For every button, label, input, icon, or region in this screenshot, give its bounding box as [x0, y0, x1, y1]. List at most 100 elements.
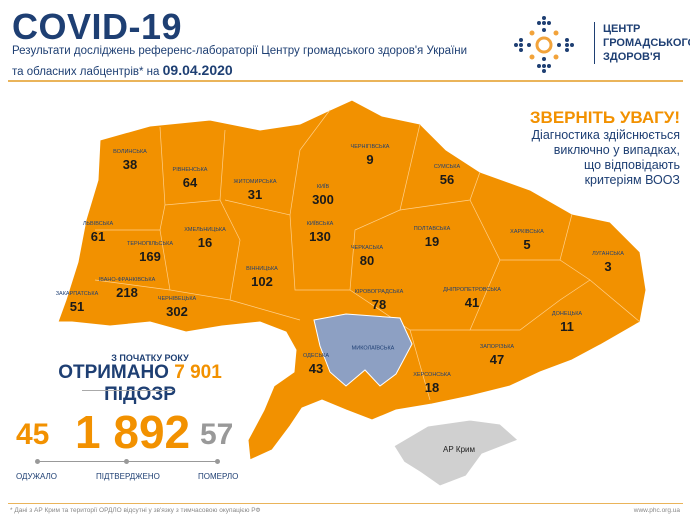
region-label: ХАРКІВСЬКА 5: [510, 228, 544, 252]
region-count: 61: [90, 228, 106, 244]
region-count: 302: [166, 303, 188, 319]
region-label: ЛЬВІВСЬКА 61: [83, 221, 113, 244]
region-name: ЛУГАНСЬКА: [592, 250, 624, 257]
website-link[interactable]: www.phc.org.ua: [633, 507, 680, 514]
notice-heading: ЗВЕРНІТЬ УВАГУ!: [529, 108, 680, 127]
report-date: 09.04.2020: [162, 62, 233, 78]
region-name: ПОЛТАВСЬКА: [413, 225, 451, 232]
received-suffix: ПІДОЗР: [104, 384, 176, 405]
region-name: ЗАПОРІЗЬКА: [479, 343, 515, 350]
region-name: АР Крим: [443, 445, 475, 454]
region-count: 31: [247, 186, 263, 202]
region-name: ЗАКАРПАТСЬКА: [55, 290, 99, 297]
region-name: ХАРКІВСЬКА: [510, 228, 544, 235]
logo-line: ЦЕНТР: [603, 23, 641, 35]
region-name: ІВАНО-ФРАНКІВСЬКА: [98, 276, 156, 283]
region-label: ЗАПОРІЗЬКА 47: [479, 343, 515, 365]
logo-icon: [514, 16, 574, 73]
divider: [82, 390, 174, 391]
region-name: ЖИТОМИРСЬКА: [233, 178, 277, 185]
subtitle: Результати досліджень референс-лаборатор…: [12, 45, 468, 57]
region-name: ВІННИЦЬКА: [246, 265, 278, 272]
region-label: ХМЕЛЬНИЦЬКА 16: [184, 226, 226, 250]
notice-line: що відповідають: [583, 158, 680, 172]
deaths-label: ПОМЕРЛО: [198, 472, 239, 481]
region-count: 43: [308, 360, 324, 376]
map-mykolaivska: [313, 313, 413, 387]
region-count: 78: [371, 296, 387, 312]
confirmed-label: ПІДТВЕРДЖЕНО: [96, 472, 160, 481]
region-count: 11: [560, 318, 574, 334]
subtitle-text: та обласних лабцентрів* на: [12, 66, 160, 78]
region-label: АР Крим: [443, 446, 475, 456]
region-label: ЖИТОМИРСЬКА 31: [233, 178, 277, 202]
region-count: 56: [439, 171, 455, 187]
region-name: ЧЕРКАСЬКА: [350, 244, 384, 251]
region-label: ЧЕРНІВЕЦЬКА 302: [157, 295, 197, 319]
region-name: ЧЕРНІГІВСЬКА: [350, 143, 390, 150]
notice-line: критеріям ВООЗ: [584, 173, 680, 187]
region-name: ХМЕЛЬНИЦЬКА: [184, 226, 226, 233]
logo-line: ГРОМАДСЬКОГО: [603, 37, 690, 49]
divider: [8, 503, 683, 504]
region-label: ІВАНО-ФРАНКІВСЬКА 218: [98, 276, 156, 300]
region-label: ЛУГАНСЬКА 3: [592, 250, 624, 274]
region-count: 3: [604, 258, 612, 274]
region-count: 9: [366, 151, 374, 167]
recovered-count: 45: [16, 418, 50, 451]
region-name: КИЇВ: [316, 183, 330, 190]
region-count: 16: [197, 234, 213, 250]
region-name: МИКОЛАЇВСЬКА: [351, 345, 395, 352]
received-prefix: ОТРИМАНО: [58, 362, 169, 383]
page-title: COVID-19: [12, 6, 183, 47]
logo-text: ЦЕНТР ГРОМАДСЬКОГО ЗДОРОВ'Я: [594, 22, 690, 64]
region-count: 300: [312, 191, 334, 207]
region-label: КІРОВОГРАДСЬКА 78: [354, 288, 404, 312]
logo-line: ЗДОРОВ'Я: [603, 51, 661, 63]
deaths-count: 57: [200, 418, 234, 451]
region-count: 5: [523, 236, 531, 252]
region-label: ВІННИЦЬКА 102: [246, 265, 278, 287]
region-label: ЧЕРНІГІВСЬКА 9: [350, 143, 390, 167]
region-name: ВОЛИНСЬКА: [113, 148, 147, 155]
region-label: ТЕРНОПІЛЬСЬКА 169: [127, 240, 173, 262]
recovered-label: ОДУЖАЛО: [16, 472, 58, 481]
map-mainland: [57, 99, 647, 461]
region-name: СУМСЬКА: [433, 163, 461, 170]
received-value: 7 901: [174, 362, 222, 383]
region-borders: [94, 109, 641, 401]
region-label: ДНІПРОПЕТРОВСЬКА 41: [443, 286, 501, 308]
since-label: З ПОЧАТКУ РОКУ: [111, 353, 189, 363]
region-label: ВОЛИНСЬКА 38: [113, 148, 147, 170]
dot: [124, 459, 129, 464]
notice: ЗВЕРНІТЬ УВАГУ! Діагностика здійснюється…: [530, 108, 680, 188]
region-name: РІВНЕНСЬКА: [172, 166, 208, 173]
region-label: ЗАКАРПАТСЬКА 51: [55, 290, 99, 314]
region-count: 51: [69, 298, 85, 314]
region-count: 64: [182, 174, 198, 190]
region-name: ДНІПРОПЕТРОВСЬКА: [443, 286, 501, 293]
received-suspicions: ОТРИМАНО 7 901 ПІДОЗР: [20, 362, 260, 406]
region-label: ПОЛТАВСЬКА 19: [413, 225, 451, 249]
subtitle-line2: та обласних лабцентрів* на 09.04.2020: [12, 62, 233, 78]
region-count: 80: [359, 252, 375, 268]
region-label: ХЕРСОНСЬКА 18: [413, 371, 451, 393]
region-label: СУМСЬКА 56: [433, 163, 461, 187]
region-name: ЧЕРНІВЕЦЬКА: [157, 295, 197, 302]
notice-line: виключно у випадках,: [553, 143, 680, 157]
region-count: 130: [309, 228, 331, 244]
dot: [215, 459, 220, 464]
dot: [35, 459, 40, 464]
region-name: КІРОВОГРАДСЬКА: [354, 288, 404, 295]
footnote: * Дані з АР Крим та території ОРДЛО відс…: [10, 507, 261, 514]
region-count: 218: [116, 284, 138, 300]
region-label: РІВНЕНСЬКА 64: [172, 166, 208, 190]
region-name: ТЕРНОПІЛЬСЬКА: [127, 240, 173, 247]
region-label: КИЇВ 300: [312, 183, 334, 207]
region-label: КИЇВСЬКА 130: [307, 221, 334, 244]
region-label: ДОНЕЦЬКА 11: [552, 311, 582, 334]
region-count: 19: [424, 233, 440, 249]
region-name: ХЕРСОНСЬКА: [413, 371, 451, 378]
